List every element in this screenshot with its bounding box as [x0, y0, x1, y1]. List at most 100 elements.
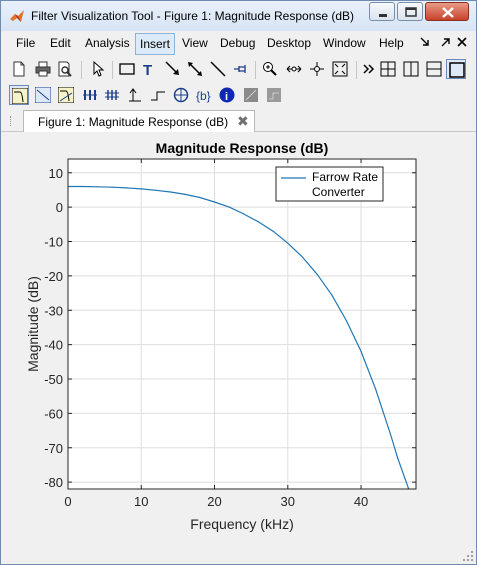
new-figure-button[interactable]	[9, 59, 29, 79]
series-point	[199, 196, 201, 199]
tab-label: Figure 1: Magnitude Response (dB)	[38, 115, 229, 129]
menu-window[interactable]: Window	[323, 36, 366, 50]
menu-edit[interactable]: Edit	[50, 36, 71, 50]
maximize-button[interactable]	[397, 2, 423, 21]
menu-insert[interactable]: Insert	[135, 33, 176, 55]
magnitude-phase-button[interactable]	[56, 85, 76, 105]
phase-response-icon	[35, 87, 51, 103]
svg-text:i: i	[225, 91, 228, 103]
dock-arrow-icon[interactable]	[419, 35, 431, 49]
pointer-arrow-icon	[93, 61, 105, 77]
print-button[interactable]	[33, 59, 53, 79]
close-window-button[interactable]	[425, 2, 469, 21]
tab-grip[interactable]	[10, 116, 19, 126]
insert-double-arrow-button[interactable]	[185, 59, 205, 79]
legend-label-line-2: Converter	[312, 185, 365, 199]
more-tools-button[interactable]	[359, 59, 379, 79]
series-point	[184, 193, 186, 196]
menu-file[interactable]: File	[16, 36, 36, 50]
series-point	[345, 319, 347, 322]
chart-title: Magnitude Response (dB)	[156, 140, 329, 156]
series-point	[331, 294, 333, 296]
close-figure-icon[interactable]	[456, 35, 468, 49]
insert-rectangle-button[interactable]	[117, 59, 137, 79]
top-bottom-layout-button[interactable]	[424, 59, 444, 79]
disabled-tool-icon	[267, 88, 281, 102]
y-tick-label: -70	[44, 441, 63, 456]
series-point	[243, 213, 245, 215]
tab-figure-1[interactable]: Figure 1: Magnitude Response (dB) ✖	[23, 110, 255, 132]
step-response-icon	[151, 91, 165, 101]
y-axis-label: Magnitude (dB)	[25, 276, 41, 372]
plot-area	[68, 159, 416, 489]
menu-debug[interactable]: Debug	[220, 36, 256, 50]
tab-close-icon[interactable]: ✖	[237, 113, 249, 129]
menu-desktop[interactable]: Desktop	[267, 36, 312, 50]
pan-button[interactable]	[284, 59, 304, 79]
disabled-tool-button-2[interactable]	[264, 85, 284, 105]
disabled-tool-button[interactable]	[241, 85, 261, 105]
split-horizontal-icon	[426, 61, 442, 77]
x-tick-label: 40	[354, 494, 368, 509]
maximize-icon	[405, 7, 417, 17]
new-document-icon	[13, 61, 25, 77]
magnitude-phase-icon	[58, 87, 74, 103]
group-delay-icon	[83, 90, 97, 100]
full-view-icon	[332, 61, 348, 77]
menu-help[interactable]: Help	[379, 36, 404, 50]
insert-line-button[interactable]	[208, 59, 228, 79]
series-point	[287, 242, 289, 244]
rectangle-icon	[119, 63, 135, 75]
menu-view[interactable]: View	[182, 36, 208, 50]
phase-delay-button[interactable]	[102, 85, 122, 105]
resize-grip-icon[interactable]	[462, 550, 474, 562]
minimize-icon	[379, 14, 387, 17]
legend-label-line-1: Farrow Rate	[312, 170, 378, 184]
series-point	[360, 350, 362, 353]
undock-arrow-icon[interactable]	[439, 35, 451, 49]
group-delay-button[interactable]	[80, 85, 100, 105]
impulse-response-icon	[129, 88, 141, 102]
grid-layout-icon	[380, 61, 396, 77]
series-point	[140, 188, 142, 190]
disabled-tool-icon	[244, 88, 258, 102]
x-tick-label: 10	[134, 494, 148, 509]
pole-zero-button[interactable]	[171, 85, 191, 105]
zoom-in-button[interactable]	[260, 59, 280, 79]
step-response-button[interactable]	[148, 85, 168, 105]
data-cursor-icon	[310, 62, 324, 76]
maximize-layout-button[interactable]	[446, 59, 466, 79]
series-point	[155, 189, 157, 191]
full-view-button[interactable]	[330, 59, 350, 79]
series-point	[389, 433, 391, 435]
edit-plot-button[interactable]	[88, 59, 108, 79]
info-icon: i	[219, 87, 235, 103]
x-tick-label: 20	[207, 494, 221, 509]
filter-coefficients-button[interactable]: {b}	[194, 85, 214, 105]
print-preview-button[interactable]	[55, 59, 75, 79]
phase-response-button[interactable]	[33, 85, 53, 105]
insert-arrow-button[interactable]	[163, 59, 183, 79]
y-tick-label: -20	[44, 269, 63, 284]
single-pane-icon	[449, 62, 465, 78]
data-cursor-button[interactable]	[307, 59, 327, 79]
tile-layout-button[interactable]	[378, 59, 398, 79]
printer-icon	[35, 61, 51, 77]
y-tick-label: -60	[44, 406, 63, 421]
series-point	[257, 221, 260, 223]
insert-text-button[interactable]: T	[139, 59, 159, 79]
close-icon	[442, 7, 454, 18]
minimize-button[interactable]	[369, 2, 395, 21]
magnitude-response-button[interactable]	[9, 85, 29, 105]
series-point	[126, 187, 128, 189]
series-line-0	[68, 185, 410, 490]
left-right-layout-button[interactable]	[401, 59, 421, 79]
figure-toolbar: T	[1, 57, 476, 83]
menu-analysis[interactable]: Analysis	[85, 36, 130, 50]
impulse-response-button[interactable]	[125, 85, 145, 105]
filter-info-button[interactable]: i	[217, 85, 237, 105]
svg-text:{b}: {b}	[196, 89, 211, 103]
series-point	[301, 256, 304, 258]
pin-button[interactable]	[231, 59, 251, 79]
series-point	[96, 186, 98, 188]
